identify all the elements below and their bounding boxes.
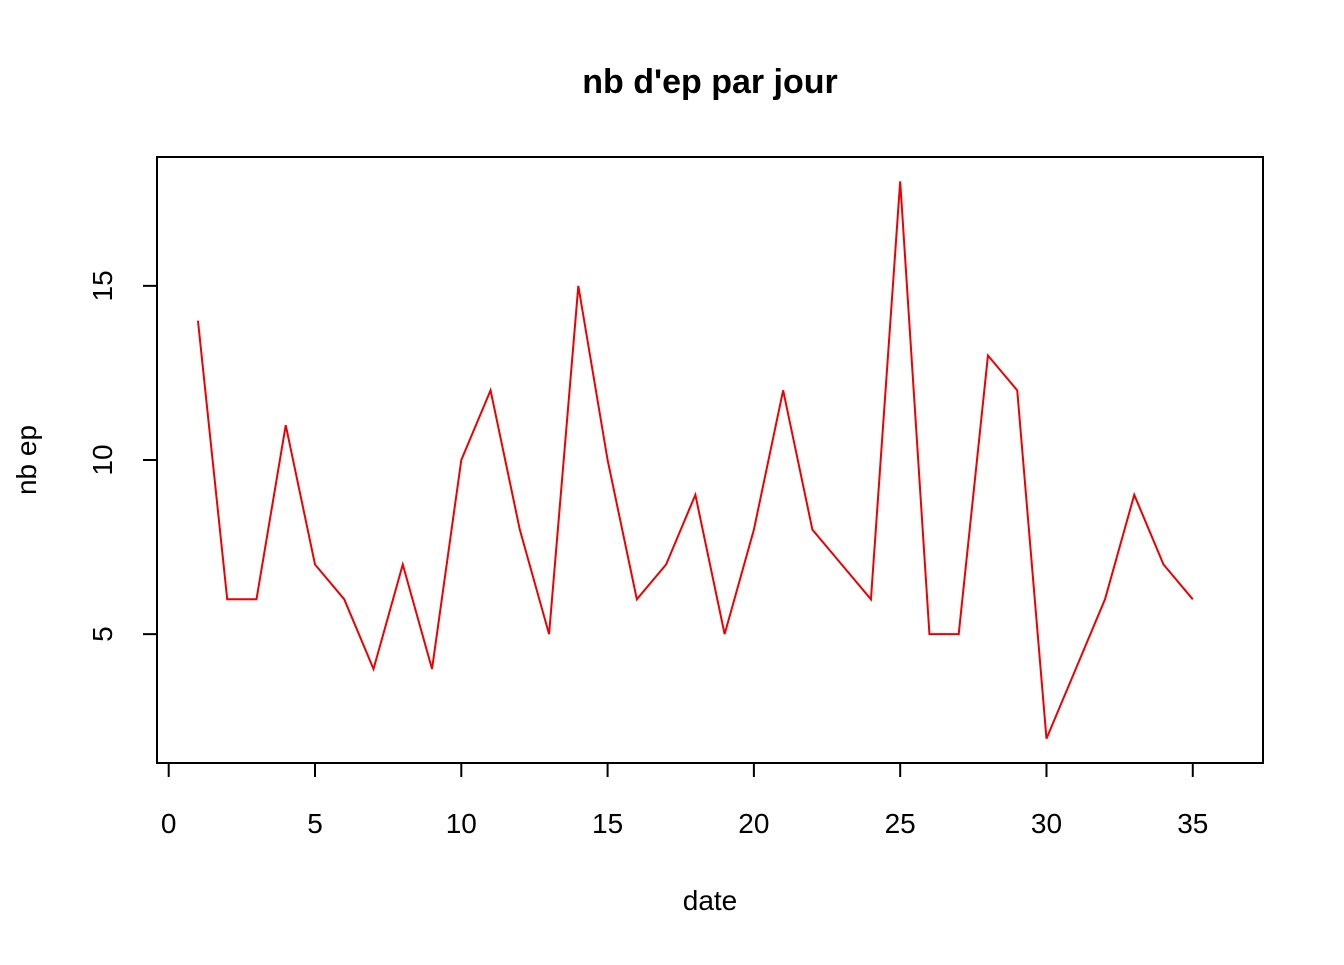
series-line (196, 181, 1194, 740)
y-tick-label: 10 (87, 444, 118, 475)
y-axis: 5 10 15 (87, 270, 158, 642)
x-tick-label: 10 (446, 808, 477, 839)
y-axis-label: nb ep (11, 425, 42, 495)
series-layer (196, 181, 1194, 740)
x-tick-label: 25 (885, 808, 916, 839)
x-tick-label: 35 (1177, 808, 1208, 839)
chart-title: nb d'ep par jour (582, 63, 838, 101)
x-tick-label: 15 (592, 808, 623, 839)
plot-frame (156, 156, 1264, 764)
x-axis: 0 5 10 15 20 25 30 35 (161, 762, 1208, 839)
y-tick-label: 15 (87, 270, 118, 301)
x-tick-label: 0 (161, 808, 177, 839)
x-axis-label: date (683, 885, 738, 916)
x-tick-label: 20 (738, 808, 769, 839)
y-tick-label: 5 (87, 626, 118, 642)
x-tick-label: 30 (1031, 808, 1062, 839)
x-tick-label: 5 (307, 808, 323, 839)
